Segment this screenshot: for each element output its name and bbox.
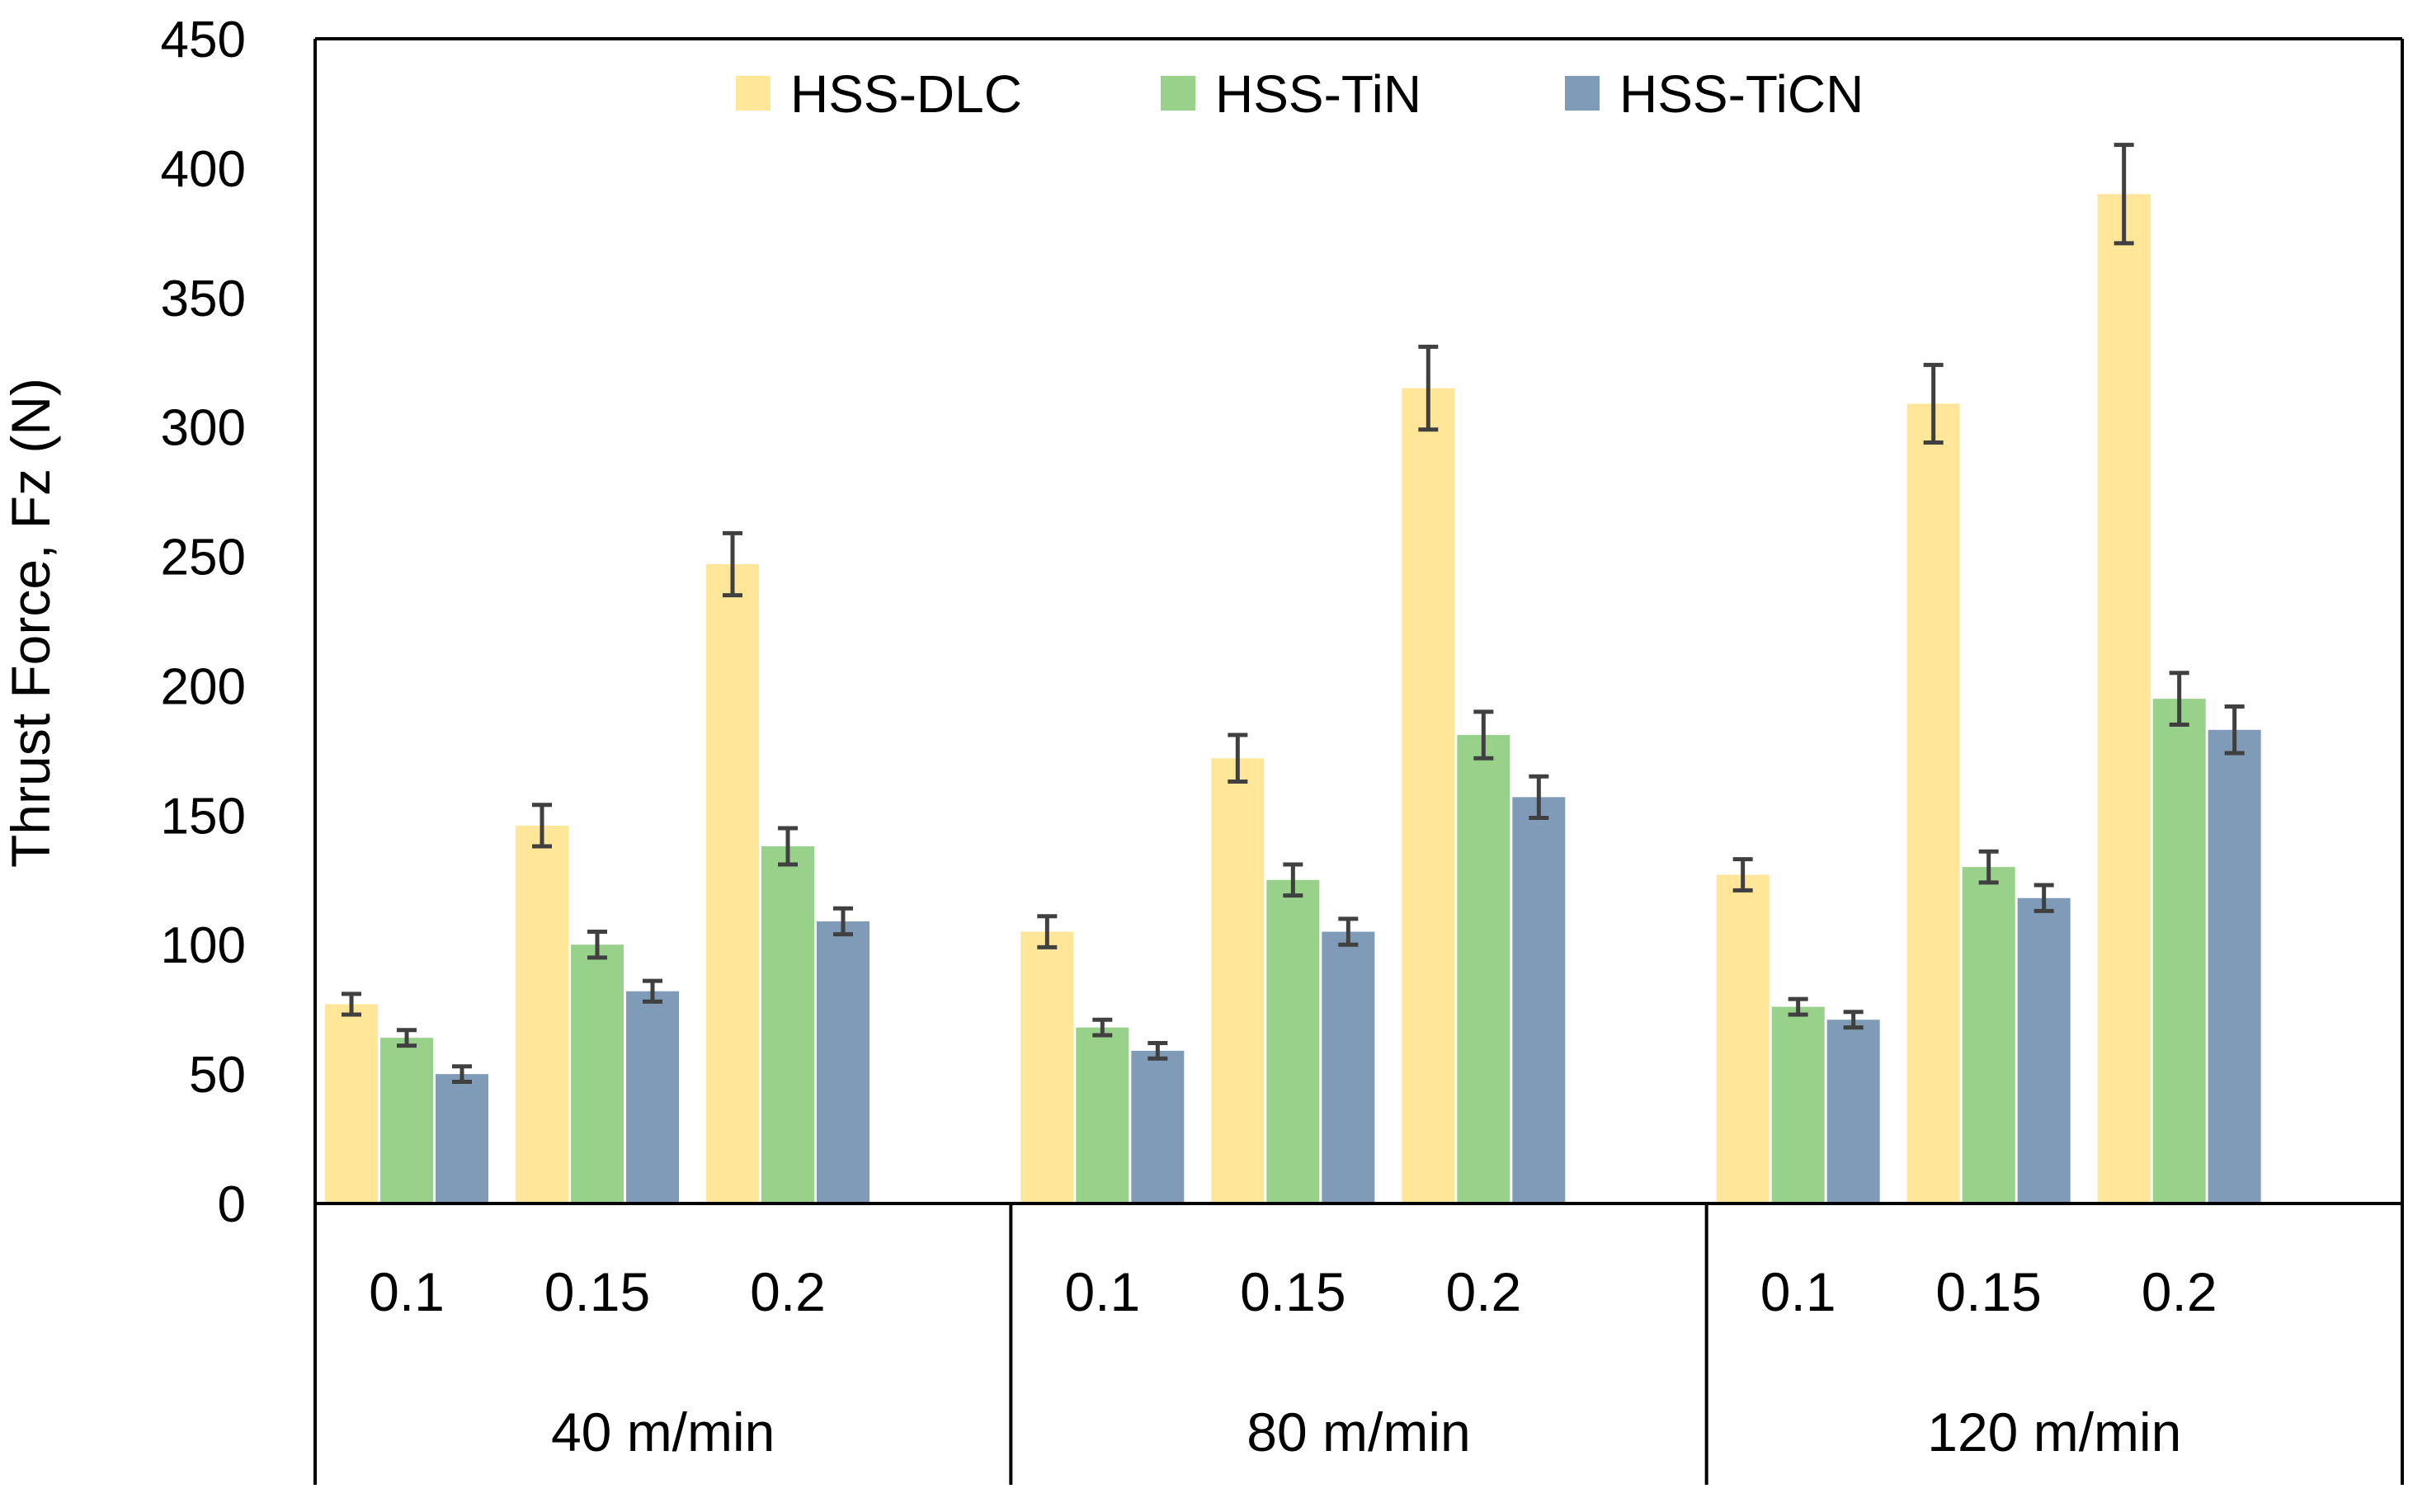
y-tick-label: 50 xyxy=(189,1047,246,1104)
error-bar-hss-dlc-2-2 xyxy=(1228,732,1248,784)
bar-hss-dlc-3-3 xyxy=(2097,194,2151,1204)
legend: HSS-DLC HSS-TiN HSS-TiCN xyxy=(736,64,1864,124)
error-bar-hss-ticn-1-1 xyxy=(452,1064,472,1085)
y-tick-label: 150 xyxy=(161,788,246,845)
group-label: 80 m/min xyxy=(1246,1401,1470,1463)
bars-layer xyxy=(325,194,2261,1204)
error-bar-hss-tin-3-2 xyxy=(1978,849,1999,885)
y-tick-label: 400 xyxy=(161,141,246,198)
bar-hss-ticn-2-2 xyxy=(1322,931,1375,1203)
error-bar-hss-dlc-2-1 xyxy=(1037,914,1058,949)
category-label: 0.2 xyxy=(1445,1261,1521,1322)
error-bar-hss-tin-3-3 xyxy=(2169,671,2189,728)
category-label: 0.1 xyxy=(369,1261,445,1322)
bar-hss-ticn-1-2 xyxy=(626,991,679,1203)
error-bar-hss-dlc-2-3 xyxy=(1418,344,1439,432)
legend-label: HSS-DLC xyxy=(790,64,1022,124)
error-bars-layer xyxy=(342,143,2245,1085)
error-bar-hss-dlc-1-2 xyxy=(532,803,552,849)
category-label: 0.15 xyxy=(1240,1261,1345,1322)
bar-hss-dlc-1-1 xyxy=(325,1004,378,1203)
legend-item-hss-ticn: HSS-TiCN xyxy=(1565,64,1864,124)
bar-hss-tin-3-2 xyxy=(1962,867,2015,1203)
error-bar-hss-ticn-2-1 xyxy=(1148,1040,1168,1061)
category-label: 0.1 xyxy=(1064,1261,1140,1322)
bar-hss-tin-3-3 xyxy=(2152,699,2206,1203)
error-bar-hss-tin-2-3 xyxy=(1473,709,1494,761)
error-bar-hss-dlc-3-2 xyxy=(1923,362,1944,445)
group-label: 40 m/min xyxy=(551,1401,775,1463)
bar-hss-ticn-1-3 xyxy=(817,921,869,1203)
bar-hss-dlc-2-2 xyxy=(1211,758,1265,1203)
bar-hss-dlc-1-2 xyxy=(516,825,568,1203)
bar-hss-ticn-2-3 xyxy=(1512,797,1566,1203)
legend-item-hss-tin: HSS-TiN xyxy=(1161,64,1421,124)
bar-hss-dlc-2-3 xyxy=(1402,388,1455,1204)
bar-hss-tin-1-1 xyxy=(380,1038,433,1203)
error-bar-hss-dlc-3-3 xyxy=(2114,143,2134,246)
error-bar-hss-dlc-1-3 xyxy=(723,530,742,598)
bar-hss-ticn-3-2 xyxy=(2017,897,2071,1203)
y-tick-label: 100 xyxy=(161,917,246,974)
x-axis-categories: 0.1 0.15 0.2 40 m/min 0.1 0.15 0.2 80 m/min 0.1 0… xyxy=(369,1261,2217,1463)
category-label: 0.2 xyxy=(2142,1261,2217,1322)
error-bar-hss-ticn-2-2 xyxy=(1338,916,1359,947)
bar-hss-dlc-2-1 xyxy=(1020,931,1074,1203)
bar-hss-dlc-3-1 xyxy=(1716,874,1770,1203)
y-tick-label: 250 xyxy=(161,530,246,586)
bar-hss-ticn-3-1 xyxy=(1826,1020,1880,1203)
error-bar-hss-tin-2-2 xyxy=(1283,862,1303,898)
plot-frame xyxy=(313,37,2404,1485)
legend-swatch xyxy=(1161,76,1195,111)
y-axis-title: Thrust Force, Fz (N) xyxy=(0,378,61,868)
bar-hss-tin-1-3 xyxy=(761,845,814,1203)
error-bar-hss-tin-3-1 xyxy=(1788,996,1808,1017)
category-label: 0.15 xyxy=(1935,1261,2041,1322)
bar-hss-ticn-3-3 xyxy=(2208,729,2261,1203)
y-tick-label: 300 xyxy=(161,400,246,457)
legend-label: HSS-TiN xyxy=(1215,64,1421,124)
bar-hss-ticn-1-1 xyxy=(436,1074,488,1203)
bar-hss-tin-3-1 xyxy=(1771,1006,1825,1203)
error-bar-hss-ticn-3-3 xyxy=(2224,704,2245,756)
y-axis-ticks: 0 50 100 150 200 250 300 350 400 450 xyxy=(161,12,246,1233)
error-bar-hss-ticn-2-3 xyxy=(1529,774,1549,820)
bar-hss-ticn-2-1 xyxy=(1131,1050,1185,1203)
y-tick-label: 450 xyxy=(161,12,246,68)
y-tick-label: 200 xyxy=(161,658,246,715)
category-label: 0.2 xyxy=(750,1261,826,1322)
legend-label: HSS-TiCN xyxy=(1619,64,1864,124)
error-bar-hss-ticn-1-2 xyxy=(643,978,662,1004)
error-bar-hss-tin-2-1 xyxy=(1092,1017,1113,1038)
bar-hss-tin-1-2 xyxy=(571,944,624,1203)
bar-hss-tin-2-3 xyxy=(1457,735,1510,1203)
bar-hss-tin-2-2 xyxy=(1266,879,1320,1203)
legend-item-hss-dlc: HSS-DLC xyxy=(736,64,1022,124)
legend-swatch xyxy=(736,76,771,111)
legend-swatch xyxy=(1565,76,1600,111)
group-label: 120 m/min xyxy=(1927,1401,2181,1463)
error-bar-hss-tin-1-1 xyxy=(397,1028,417,1048)
error-bar-hss-ticn-3-1 xyxy=(1843,1010,1864,1030)
bar-hss-tin-2-1 xyxy=(1076,1027,1129,1203)
category-label: 0.15 xyxy=(544,1261,650,1322)
bar-hss-dlc-1-3 xyxy=(706,563,759,1203)
category-label: 0.1 xyxy=(1760,1261,1836,1322)
error-bar-hss-ticn-1-3 xyxy=(833,906,853,937)
y-tick-label: 350 xyxy=(161,271,246,327)
error-bar-hss-dlc-3-1 xyxy=(1732,857,1753,893)
error-bar-hss-tin-1-3 xyxy=(778,826,798,867)
y-tick-label: 0 xyxy=(218,1176,246,1233)
bar-hss-dlc-3-2 xyxy=(1906,403,1960,1204)
error-bar-hss-tin-1-2 xyxy=(587,930,607,960)
error-bar-hss-dlc-1-1 xyxy=(342,992,361,1017)
error-bar-hss-ticn-3-2 xyxy=(2033,883,2054,913)
